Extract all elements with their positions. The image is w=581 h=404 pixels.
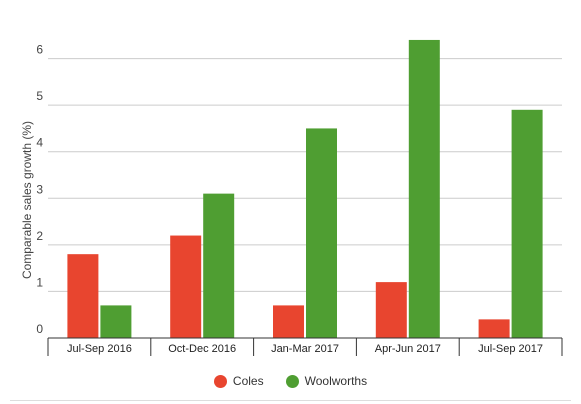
x-tick-label: Jan-Mar 2017 (271, 343, 339, 355)
x-tick-labels: Jul-Sep 2016 Oct-Dec 2016 Jan-Mar 2017 Apr-… (67, 343, 543, 355)
y-tick-label: 4 (36, 136, 43, 150)
legend-item-coles[interactable]: Coles (213, 374, 264, 388)
x-tick-marks (47, 338, 563, 356)
y-tick-label: 3 (36, 182, 43, 196)
bar-woolworths-4[interactable] (511, 109, 543, 338)
bar-woolworths-0[interactable] (100, 305, 132, 338)
legend-swatch-coles (213, 374, 227, 388)
bars (67, 39, 543, 338)
x-tick-label: Jul-Sep 2016 (67, 343, 132, 355)
x-tick-label: Oct-Dec 2016 (168, 343, 236, 355)
y-tick-label: 6 (36, 43, 43, 57)
legend: Coles Woolworths (0, 374, 581, 388)
footer-divider (10, 400, 571, 401)
gridlines (48, 58, 562, 292)
bar-coles-3[interactable] (375, 282, 407, 338)
legend-swatch-woolworths (285, 374, 299, 388)
bar-coles-2[interactable] (273, 305, 304, 338)
legend-label-coles: Coles (232, 374, 264, 388)
bar-coles-1[interactable] (170, 235, 202, 338)
y-axis-label: Comparable sales growth (%) (20, 121, 34, 279)
x-tick-label: Jul-Sep 2017 (478, 343, 543, 355)
y-tick-labels: 0 1 2 3 4 5 6 (36, 43, 43, 336)
x-tick-label: Apr-Jun 2017 (375, 343, 441, 355)
bar-coles-0[interactable] (67, 254, 99, 338)
y-tick-label: 2 (36, 229, 43, 243)
y-tick-label: 5 (36, 89, 43, 103)
y-tick-label: 1 (36, 275, 43, 289)
bar-woolworths-2[interactable] (306, 128, 337, 338)
bar-woolworths-3[interactable] (408, 39, 440, 338)
y-tick-label: 0 (36, 322, 43, 336)
bar-coles-4[interactable] (478, 319, 510, 338)
bar-woolworths-1[interactable] (203, 193, 235, 338)
legend-label-woolworths: Woolworths (304, 374, 368, 388)
legend-item-woolworths[interactable]: Woolworths (285, 374, 368, 388)
